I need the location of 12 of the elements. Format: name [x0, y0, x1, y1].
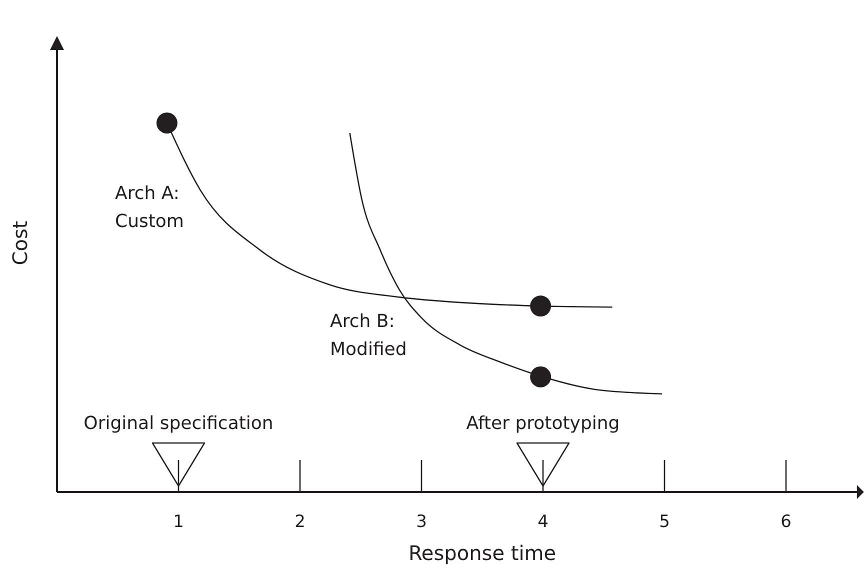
- annotation: Arch B: Modified: [330, 311, 407, 360]
- y-axis-title: Cost: [8, 220, 32, 266]
- x-tick-label: 4: [538, 512, 548, 532]
- x-axis-title: Response time: [408, 541, 556, 565]
- x-tick-label: 6: [780, 512, 792, 532]
- x-tick-label: 1: [173, 512, 184, 532]
- annotation: Arch A: Custom: [115, 183, 184, 232]
- ref-line-label: Original specification: [84, 413, 274, 434]
- ref-line-label: After prototyping: [466, 413, 620, 434]
- x-tick-label: 2: [294, 512, 306, 532]
- x-tick-label: 5: [659, 512, 670, 532]
- x-tick-label: 3: [416, 512, 427, 532]
